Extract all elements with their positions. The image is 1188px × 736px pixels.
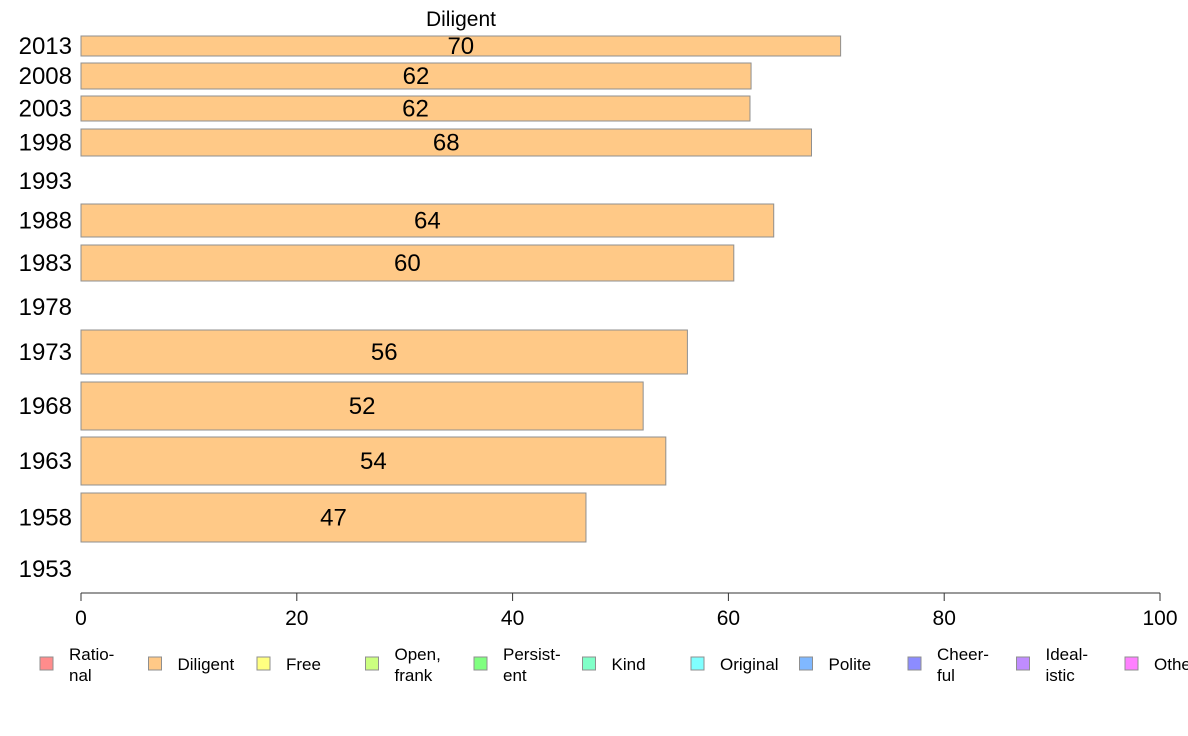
bar <box>80 244 735 282</box>
legend-label: Kind <box>612 655 646 674</box>
bar-value-label: 62 <box>402 96 429 123</box>
legend-label: ent <box>503 666 527 685</box>
legend-label: Cheer- <box>937 645 989 664</box>
y-tick-label: 1983 <box>19 250 72 277</box>
legend-swatch <box>473 656 488 671</box>
legend-swatch <box>1124 656 1139 671</box>
bar-value-label: 54 <box>360 448 387 475</box>
x-tick-label: 40 <box>501 607 524 630</box>
legend-label: Polite <box>829 655 872 674</box>
legend-swatch <box>365 656 379 671</box>
y-tick-label: 1953 <box>19 556 72 583</box>
bar-value-label: 64 <box>414 208 441 235</box>
legend-swatch <box>1016 656 1030 671</box>
x-axis: 0 20 40 60 80 100 <box>75 592 1178 630</box>
bar-value-label: 47 <box>320 505 347 532</box>
bar <box>80 381 644 431</box>
chart-title: Diligent <box>426 8 496 31</box>
bar <box>80 62 752 90</box>
legend-swatch <box>799 656 813 671</box>
y-axis-labels: 2013 2008 2003 1998 1993 1988 1983 1978 1973 1968… <box>19 33 72 583</box>
y-tick-label: 1973 <box>19 339 72 366</box>
x-tick-label: 100 <box>1142 607 1177 630</box>
bar-value-label: 68 <box>433 130 460 157</box>
legend-label: frank <box>395 666 433 685</box>
y-tick-label: 2013 <box>19 33 72 60</box>
y-tick-label: 2008 <box>19 63 72 90</box>
legend-swatch <box>690 656 705 671</box>
legend-label: Other <box>1154 655 1188 674</box>
legend-label: istic <box>1046 666 1076 685</box>
legend-label: Open, <box>395 645 441 664</box>
bar <box>80 35 842 57</box>
bar <box>80 436 667 486</box>
x-tick-label: 80 <box>933 607 956 630</box>
y-tick-label: 1968 <box>19 393 72 420</box>
x-tick-label: 0 <box>75 607 87 630</box>
legend-swatch <box>39 656 54 671</box>
bar <box>80 492 587 543</box>
x-tick-label: 20 <box>285 607 308 630</box>
legend-label: Ideal- <box>1046 645 1089 664</box>
y-tick-label: 2003 <box>19 96 72 123</box>
legend-label: Free <box>286 655 321 674</box>
legend-label: Ratio- <box>69 645 114 664</box>
y-tick-label: 1958 <box>19 505 72 532</box>
legend-label: Persist- <box>503 645 561 664</box>
y-tick-label: 1998 <box>19 130 72 157</box>
legend-swatch <box>582 656 596 671</box>
y-tick-label: 1963 <box>19 448 72 475</box>
legend-swatch <box>148 656 162 671</box>
bar-value-label: 70 <box>447 33 474 60</box>
legend: Ratio-nal Diligent Free Open, frank Persist-e… <box>39 645 1188 685</box>
bar <box>80 329 688 375</box>
bar <box>80 128 812 157</box>
legend-label: ful <box>937 666 955 685</box>
legend-label: Diligent <box>178 655 235 674</box>
legend-label: Original <box>720 655 779 674</box>
legend-swatch <box>907 656 922 671</box>
bar-value-label: 52 <box>349 393 376 420</box>
y-tick-label: 1978 <box>19 294 72 321</box>
bar-value-label: 60 <box>394 250 421 277</box>
legend-label: nal <box>69 666 92 685</box>
bar <box>80 203 775 238</box>
bar-value-label: 56 <box>371 339 398 366</box>
x-tick-label: 60 <box>717 607 740 630</box>
legend-swatch <box>256 656 271 671</box>
y-tick-label: 1993 <box>19 168 72 195</box>
bar <box>80 95 751 122</box>
bar-value-label: 62 <box>403 63 430 90</box>
y-tick-label: 1988 <box>19 208 72 235</box>
